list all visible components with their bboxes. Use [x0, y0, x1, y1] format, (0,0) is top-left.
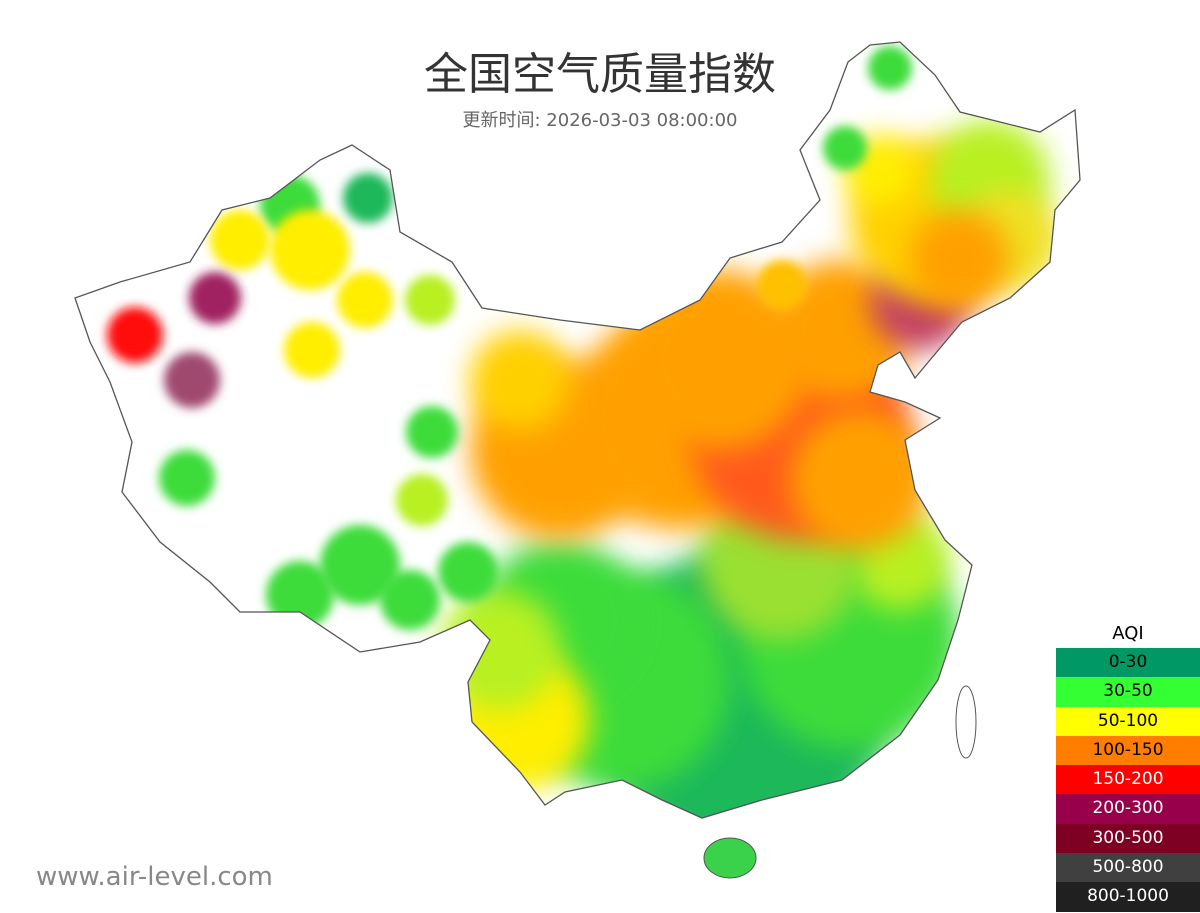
legend-item: 200-300	[1056, 794, 1200, 824]
legend-item: 800-1000	[1056, 882, 1200, 912]
aqi-field	[630, 270, 810, 450]
aqi-field	[440, 590, 560, 710]
station-blob	[406, 406, 458, 458]
station-blob	[284, 322, 340, 378]
legend-item: 0-30	[1056, 648, 1200, 678]
station-blob	[164, 352, 220, 408]
station-blob	[320, 525, 400, 605]
aqi-field	[470, 330, 570, 430]
station-blob	[210, 210, 270, 270]
station-blob	[107, 307, 163, 363]
station-blob	[270, 210, 350, 290]
aqi-field	[910, 210, 1010, 310]
station-blob	[868, 46, 912, 90]
station-blob	[438, 542, 498, 602]
update-time: 更新时间: 2026-03-03 08:00:00	[462, 110, 738, 131]
legend-item: 300-500	[1056, 823, 1200, 854]
legend-item: 100-150	[1056, 735, 1200, 766]
china-outline	[74, 41, 1081, 819]
aqi-legend: AQI 0-30 30-50 50-100 100-150 150-200 200-300…	[1056, 620, 1200, 912]
hainan-island	[703, 837, 757, 879]
station-blob	[189, 272, 241, 324]
station-blob	[757, 260, 807, 310]
legend-item: 150-200	[1056, 765, 1200, 795]
aqi-field	[790, 410, 930, 550]
station-blob	[159, 450, 215, 506]
legend-item: 30-50	[1056, 677, 1200, 707]
station-blob	[343, 173, 393, 223]
station-blob	[266, 561, 334, 629]
page-title: 全国空气质量指数	[424, 49, 776, 100]
taiwan-island	[955, 685, 977, 759]
station-blob	[337, 272, 393, 328]
station-blob	[405, 275, 455, 325]
station-blob	[396, 474, 448, 526]
station-blob	[380, 570, 440, 630]
aqi-heat-layer	[107, 46, 1060, 818]
site-watermark: www.air-level.com	[36, 862, 273, 892]
legend-item: 500-800	[1056, 853, 1200, 883]
legend-title: AQI	[1112, 623, 1144, 644]
station-blob	[823, 126, 867, 170]
legend-item: 50-100	[1056, 706, 1200, 736]
